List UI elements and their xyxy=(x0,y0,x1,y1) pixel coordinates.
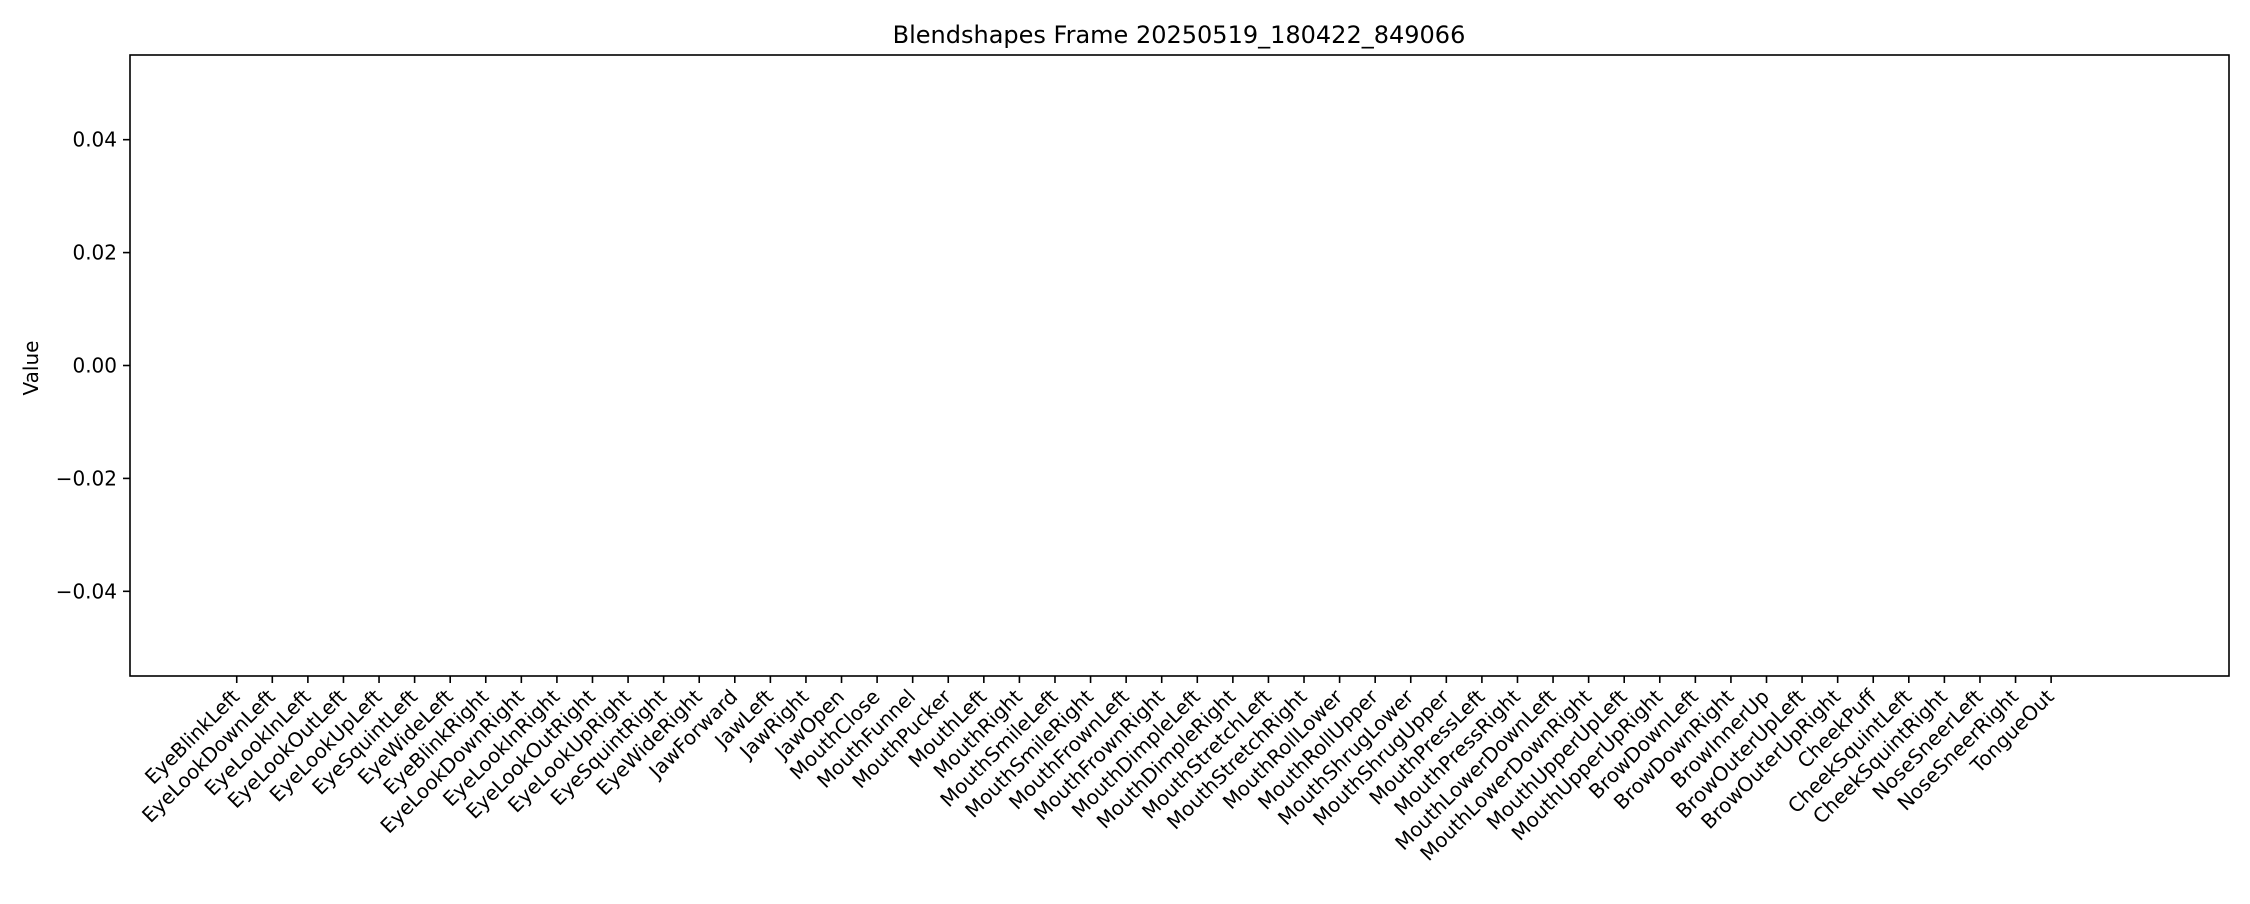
y-tick-label: 0.02 xyxy=(72,241,117,265)
y-tick-label: −0.04 xyxy=(56,579,117,603)
x-axis-ticks: EyeBlinkLeftEyeLookDownLeftEyeLookInLeft… xyxy=(137,676,2059,866)
y-tick-label: 0.04 xyxy=(72,128,117,152)
chart-title: Blendshapes Frame 20250519_180422_849066 xyxy=(893,21,1466,49)
y-tick-label: −0.02 xyxy=(56,466,117,490)
plot-area-frame xyxy=(129,54,2230,677)
y-axis-label: Value xyxy=(19,341,43,396)
y-tick-label: 0.00 xyxy=(72,354,117,378)
y-axis-ticks: 0.04 0.02 0.00 −0.02 −0.04 xyxy=(56,128,130,603)
